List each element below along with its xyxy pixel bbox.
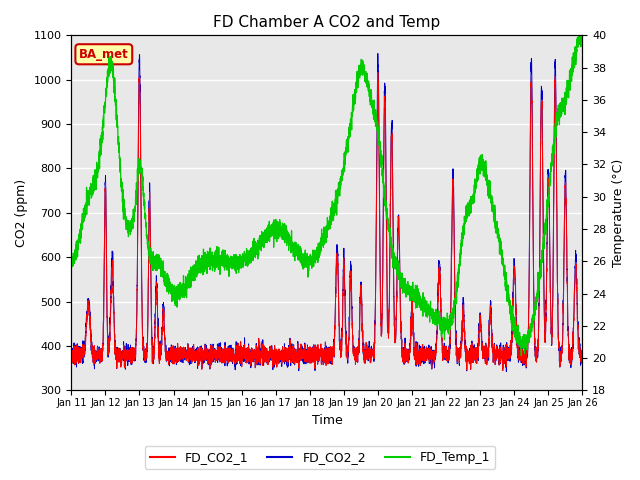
Y-axis label: CO2 (ppm): CO2 (ppm)	[15, 179, 28, 247]
Y-axis label: Temperature (°C): Temperature (°C)	[612, 159, 625, 267]
Legend: FD_CO2_1, FD_CO2_2, FD_Temp_1: FD_CO2_1, FD_CO2_2, FD_Temp_1	[145, 446, 495, 469]
Text: BA_met: BA_met	[79, 48, 129, 61]
Title: FD Chamber A CO2 and Temp: FD Chamber A CO2 and Temp	[213, 15, 440, 30]
X-axis label: Time: Time	[312, 414, 342, 427]
